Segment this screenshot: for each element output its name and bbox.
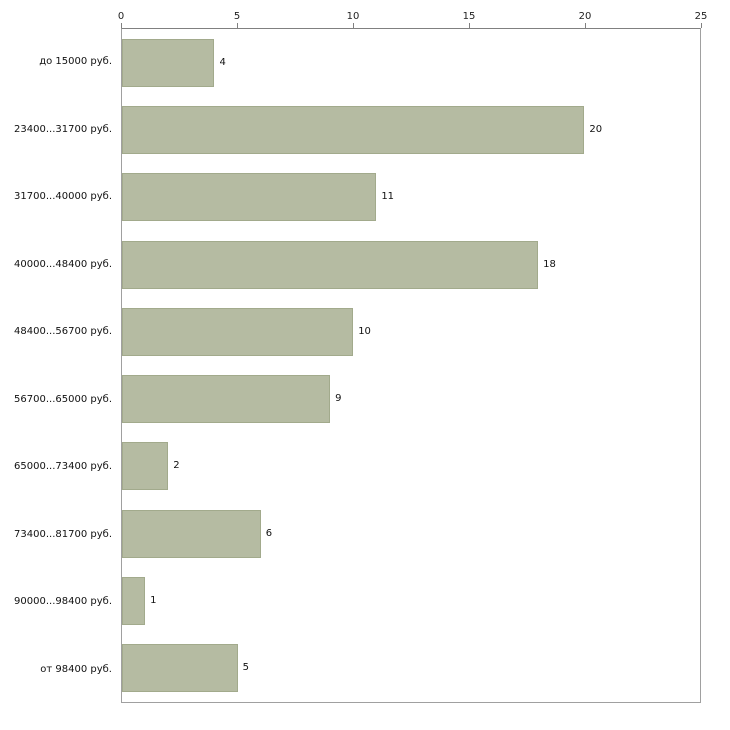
- category-label: 31700...40000 руб.: [14, 191, 112, 203]
- bar-value-label: 4: [219, 56, 226, 68]
- x-tick-mark: [469, 23, 470, 28]
- bar-row: 6: [122, 500, 700, 567]
- x-tick-mark: [237, 23, 238, 28]
- bar-row: 5: [122, 635, 700, 702]
- bar: [122, 644, 238, 693]
- category-label: до 15000 руб.: [39, 56, 112, 68]
- bar-row: 10: [122, 298, 700, 365]
- bar-value-label: 20: [589, 123, 603, 135]
- x-tick-label: 25: [694, 11, 708, 22]
- category-label: 65000...73400 руб.: [14, 461, 112, 473]
- bar-value-label: 9: [335, 393, 342, 405]
- x-tick-label: 5: [233, 11, 241, 22]
- category-label: 90000...98400 руб.: [14, 596, 112, 608]
- x-tick-label: 10: [346, 11, 360, 22]
- bar-row: 9: [122, 365, 700, 432]
- category-label: 40000...48400 руб.: [14, 258, 112, 270]
- bar: [122, 173, 377, 222]
- bar-value-label: 11: [381, 191, 395, 203]
- bar: [122, 38, 215, 87]
- bar-row: 4: [122, 29, 700, 96]
- bar: [122, 375, 331, 424]
- category-label: от 98400 руб.: [40, 663, 112, 675]
- category-axis: до 15000 руб. 23400...31700 руб. 31700...4…: [0, 28, 114, 703]
- bar: [122, 307, 354, 356]
- bar-row: 18: [122, 231, 700, 298]
- x-tick-label: 15: [462, 11, 476, 22]
- category-label: 73400...81700 руб.: [14, 528, 112, 540]
- x-tick-mark: [585, 23, 586, 28]
- bar-value-label: 6: [265, 527, 273, 539]
- bar-row: 20: [122, 96, 700, 163]
- bar-value-label: 2: [173, 460, 180, 472]
- bar: [122, 240, 539, 289]
- bar-value-label: 10: [358, 325, 371, 337]
- x-tick-mark: [701, 23, 702, 28]
- x-tick-mark: [121, 23, 122, 28]
- plot-area: 4 20 11 18 10 9 2 6 1 5: [121, 28, 701, 703]
- bar: [122, 509, 261, 558]
- category-label: 23400...31700 руб.: [14, 123, 112, 135]
- x-tick-mark: [353, 23, 354, 28]
- bar: [122, 105, 585, 154]
- bar-row: 11: [122, 164, 700, 231]
- bar-value-label: 18: [543, 258, 556, 270]
- category-label: 48400...56700 руб.: [14, 326, 112, 338]
- bar-value-label: 1: [150, 595, 157, 607]
- x-tick-label: 0: [117, 11, 125, 22]
- x-tick-label: 20: [578, 11, 592, 22]
- bar-row: 2: [122, 433, 700, 500]
- bar: [122, 442, 169, 491]
- bar-row: 1: [122, 567, 700, 634]
- bar: [122, 577, 146, 626]
- category-label: 56700...65000 руб.: [14, 393, 112, 405]
- bar-value-label: 5: [242, 662, 249, 674]
